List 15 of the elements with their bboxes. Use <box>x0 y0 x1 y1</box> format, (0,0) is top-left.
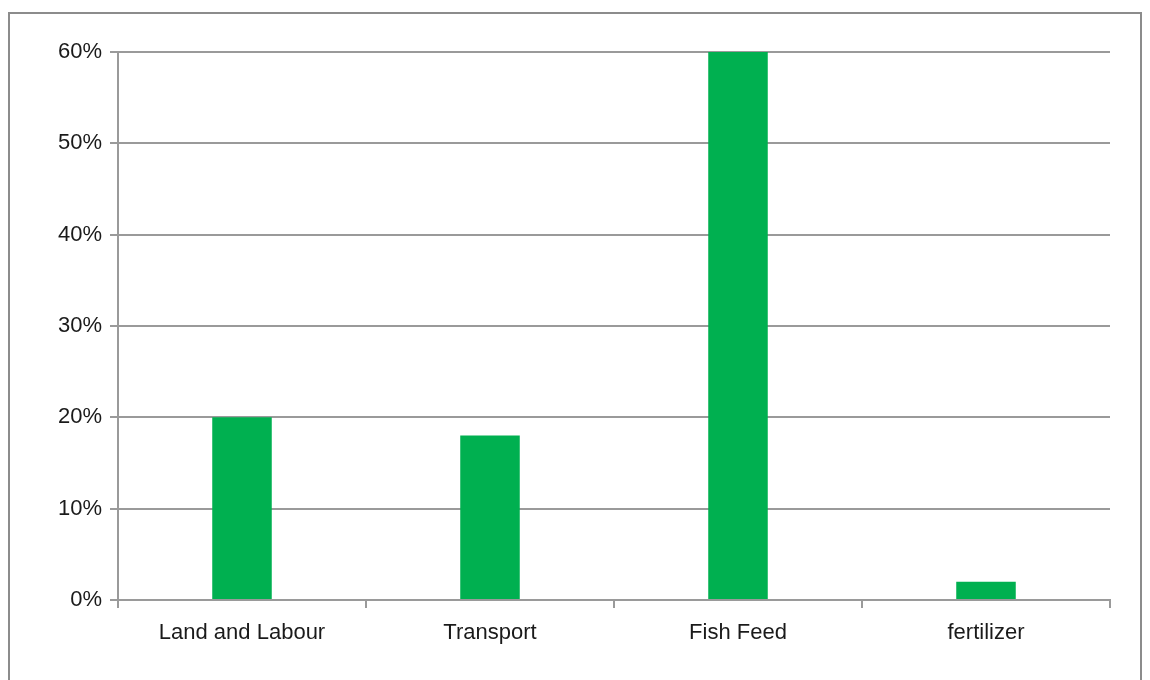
y-tick-label: 40% <box>57 220 102 246</box>
x-tick-label: Transport <box>443 619 537 645</box>
y-tick-label: 60% <box>57 38 102 64</box>
y-tick-label: 0% <box>70 586 102 612</box>
bar <box>708 52 768 599</box>
y-tick-label: 30% <box>57 312 102 338</box>
bar <box>460 435 520 599</box>
y-tick-label: 10% <box>57 494 102 520</box>
x-tick-label: Land and Labour <box>158 619 326 645</box>
y-tick-label: 50% <box>57 129 102 155</box>
bar <box>956 581 1016 599</box>
x-tick-label: fertilizer <box>947 619 1025 645</box>
y-tick-label: 20% <box>57 403 102 429</box>
x-tick-label: Fish Feed <box>689 619 787 645</box>
bar <box>212 417 272 599</box>
